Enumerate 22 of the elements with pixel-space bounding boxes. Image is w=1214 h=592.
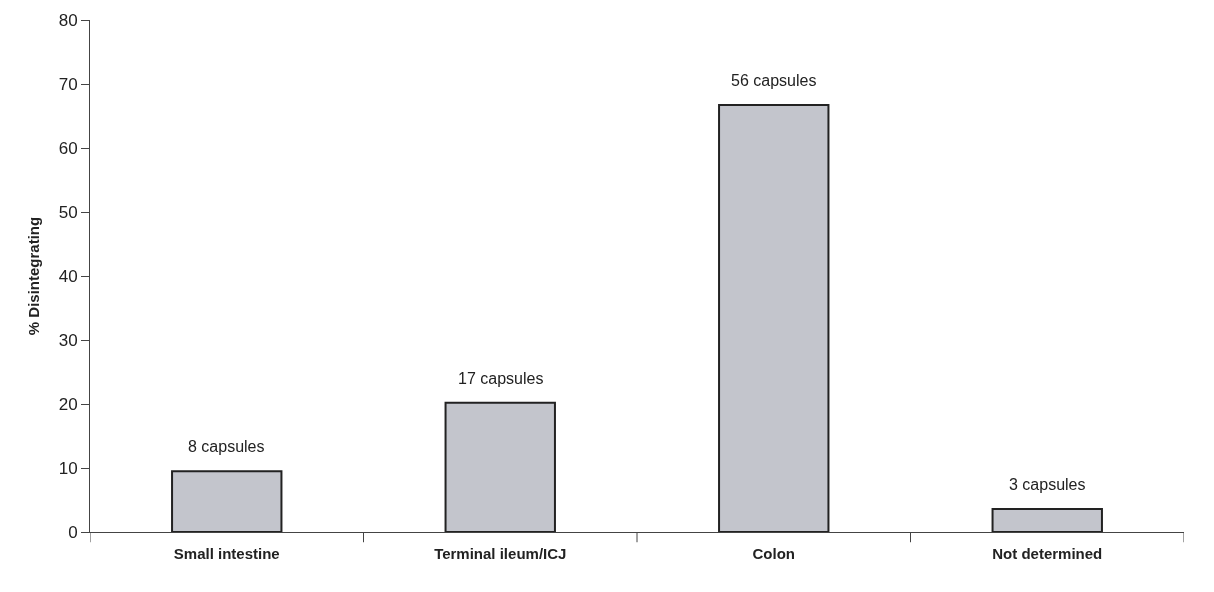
y-tick-label: 70 [58,74,78,94]
annotation: 56 capsules [731,72,817,89]
x-tick-label: Terminal ileum/ICJ [434,545,567,562]
annotation: 17 capsules [458,370,544,387]
y-tick-label: 20 [58,394,78,414]
y-tick-label: 10 [58,458,78,478]
y-tick-label: 60 [58,138,78,158]
y-tick-label: 0 [68,522,78,542]
bar [718,104,830,532]
bar [171,470,283,532]
y-tick-label: 30 [58,330,78,350]
x-tick-label: Not determined [992,545,1103,562]
y-tick-label: 50 [58,202,78,222]
y-tick-label: 80 [58,10,78,30]
bar [991,507,1103,532]
y-axis-title: % Disintegrating [24,216,42,336]
x-tick-label: Colon [752,545,795,562]
y-tick-label: 40 [58,266,78,286]
annotation: 3 capsules [1009,476,1086,493]
annotation: 8 capsules [188,438,265,455]
x-tick-label: Small intestine [173,545,280,562]
bar [444,401,556,532]
